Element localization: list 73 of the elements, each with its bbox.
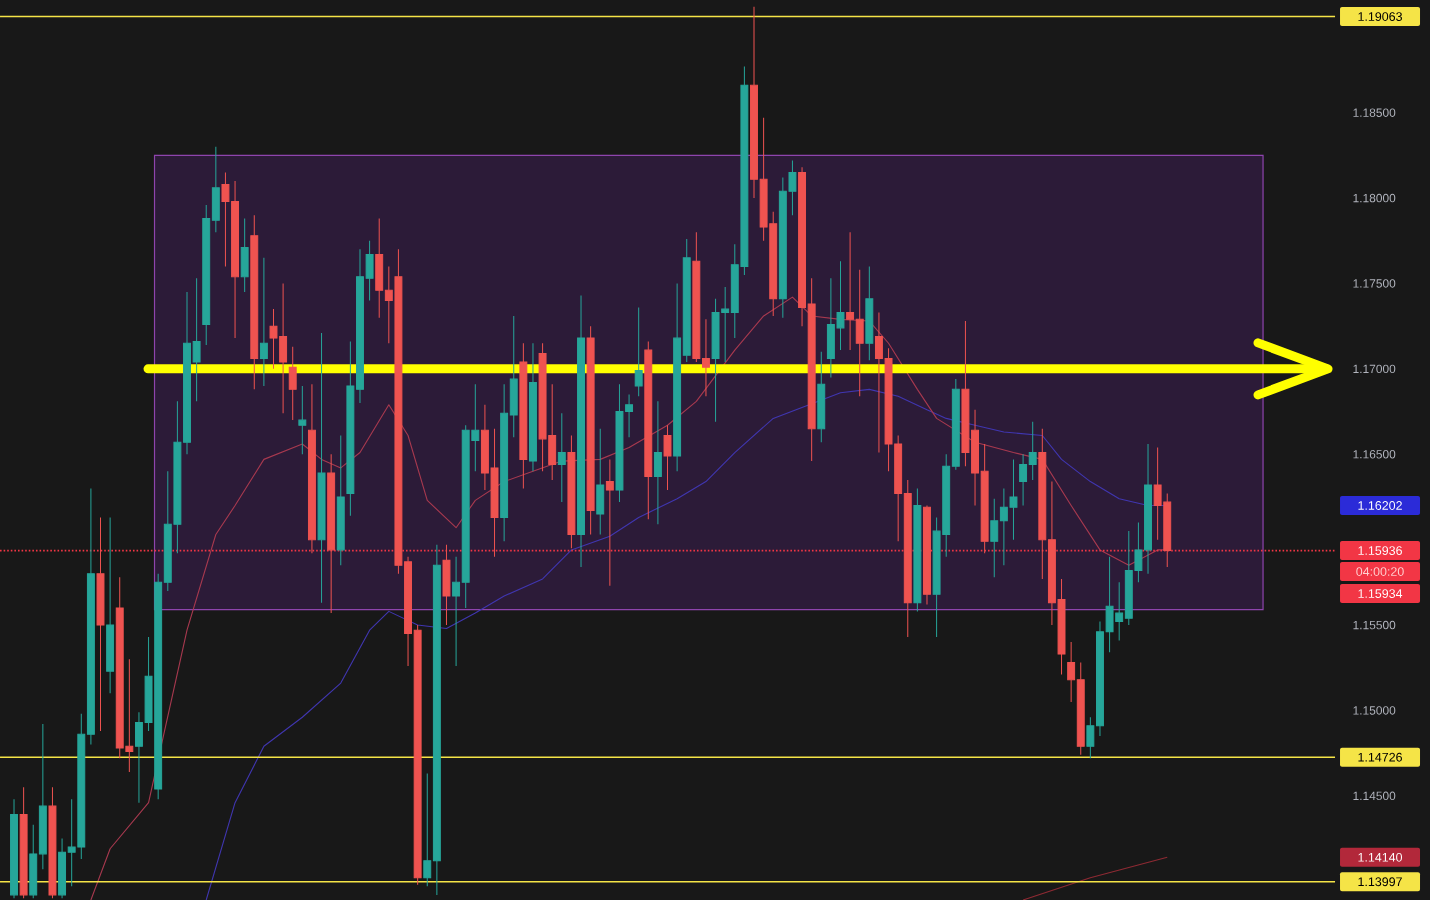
candlestick <box>259 257 268 387</box>
candlestick <box>605 458 614 587</box>
candlestick <box>529 342 537 472</box>
candlestick <box>701 318 710 397</box>
candlestick <box>250 214 259 390</box>
candlestick <box>750 6 758 199</box>
candlestick <box>211 146 220 233</box>
candlestick <box>663 424 672 491</box>
candlestick <box>557 412 566 503</box>
text: 1.15934 <box>1358 589 1403 598</box>
candlestick <box>903 479 912 638</box>
candlestick <box>336 434 345 566</box>
candlestick <box>1019 453 1028 506</box>
ref-line-label: 1.15936 <box>1358 546 1402 555</box>
candlestick <box>653 400 662 525</box>
candlestick <box>673 282 682 472</box>
candlestick <box>577 294 585 568</box>
candlestick <box>106 516 115 694</box>
candlestick <box>634 306 643 397</box>
candlestick <box>567 434 576 549</box>
ref-line-label: 1.13997 <box>1358 877 1402 887</box>
candlestick <box>586 325 595 536</box>
candlestick <box>1086 716 1095 759</box>
y-tick-label: 1.16500 <box>1353 450 1396 459</box>
candlestick <box>500 383 509 542</box>
candlestick <box>951 378 960 471</box>
ref-line-label: 1.14726 <box>1358 752 1402 762</box>
candlestick <box>192 277 201 402</box>
candlestick <box>327 453 336 614</box>
text: 1.16202 <box>1358 501 1402 510</box>
candlestick <box>923 504 931 606</box>
candlestick <box>202 204 211 346</box>
candlestick <box>692 231 701 363</box>
candlestick <box>596 428 605 536</box>
candlestick <box>38 723 47 870</box>
candlestick <box>317 332 326 604</box>
candlestick <box>807 277 816 462</box>
candlestick <box>58 838 67 899</box>
y-tick-label: 1.17000 <box>1353 364 1396 374</box>
candlestick <box>10 798 18 899</box>
y-tick-label: 1.14500 <box>1353 791 1396 801</box>
candlestick <box>980 443 989 554</box>
candlestick <box>375 218 384 319</box>
ref-line-label: 1.19063 <box>1358 12 1402 21</box>
candlestick <box>452 556 461 667</box>
candlestick <box>86 487 95 746</box>
candlestick <box>519 342 528 489</box>
y-tick-label: 1.18000 <box>1353 193 1396 203</box>
candlestick <box>413 624 422 886</box>
candlestick <box>346 341 355 517</box>
candlestick <box>288 346 297 421</box>
y-tick-label: 1.18500 <box>1353 108 1396 117</box>
y-tick-label: 1.15000 <box>1353 706 1396 715</box>
candlestick <box>1028 421 1037 481</box>
candlestick <box>96 516 105 732</box>
candlestick <box>307 383 316 554</box>
candlestick <box>298 385 307 455</box>
candlestick <box>432 544 441 896</box>
candlestick <box>442 544 451 626</box>
candlestick <box>865 265 874 361</box>
candlestick <box>990 498 999 578</box>
candlestick <box>817 351 826 443</box>
candlestick <box>1067 641 1076 703</box>
candlestick <box>846 231 855 351</box>
y-tick-label: 1.15500 <box>1353 620 1396 630</box>
candlestick <box>240 218 249 293</box>
candlestick <box>798 166 807 327</box>
text: 04:00:20 <box>1356 567 1404 576</box>
text: 1.14140 <box>1358 852 1403 862</box>
candlestick <box>855 269 864 397</box>
candlestick <box>509 315 518 438</box>
candlestick <box>1038 428 1047 580</box>
y-tick-label: 1.17500 <box>1353 279 1396 288</box>
